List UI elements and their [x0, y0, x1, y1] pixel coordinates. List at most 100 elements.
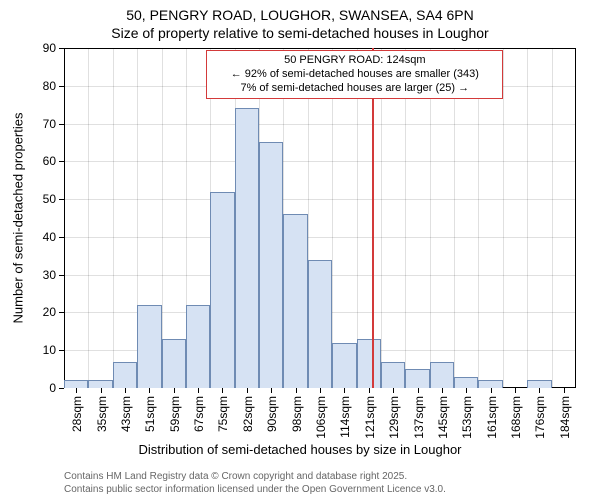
x-tick-mark: [76, 388, 77, 393]
callout-line-1: 50 PENGRY ROAD: 124sqm: [213, 53, 496, 67]
callout-line-2: ← 92% of semi-detached houses are smalle…: [213, 67, 496, 81]
attribution: Contains HM Land Registry data © Crown c…: [64, 470, 446, 496]
x-tick-label: 82sqm: [241, 396, 255, 432]
x-tick-label: 184sqm: [558, 396, 572, 439]
x-tick-label: 67sqm: [192, 396, 206, 432]
axis-border: [64, 48, 576, 49]
x-tick-mark: [418, 388, 419, 393]
x-tick-label: 176sqm: [533, 396, 547, 439]
x-tick-label: 28sqm: [70, 396, 84, 432]
x-tick-label: 114sqm: [338, 396, 352, 438]
y-tick-label: 80: [43, 79, 56, 93]
y-grid-line: [64, 161, 576, 162]
x-tick-label: 168sqm: [509, 396, 523, 439]
plot-area: 010203040506070809028sqm35sqm43sqm51sqm5…: [64, 48, 576, 388]
x-tick-mark: [442, 388, 443, 393]
y-tick-mark: [59, 312, 64, 313]
histogram-bar: [527, 380, 551, 388]
y-tick-label: 70: [43, 117, 56, 131]
histogram-bar: [405, 369, 429, 388]
x-tick-label: 161sqm: [485, 396, 499, 439]
x-grid-line: [88, 48, 89, 388]
plot-inner: 010203040506070809028sqm35sqm43sqm51sqm5…: [64, 48, 576, 388]
x-tick-label: 98sqm: [290, 396, 304, 432]
x-tick-mark: [271, 388, 272, 393]
x-grid-line: [430, 48, 431, 388]
x-tick-label: 75sqm: [216, 396, 230, 432]
callout-line-3: 7% of semi-detached houses are larger (2…: [213, 81, 496, 95]
x-tick-label: 129sqm: [387, 396, 401, 439]
x-grid-line: [503, 48, 504, 388]
histogram-bar: [332, 343, 356, 388]
y-tick-mark: [59, 161, 64, 162]
y-tick-label: 40: [43, 230, 56, 244]
x-tick-label: 90sqm: [265, 396, 279, 432]
x-tick-label: 35sqm: [95, 396, 109, 432]
chart-frame: 50, PENGRY ROAD, LOUGHOR, SWANSEA, SA4 6…: [0, 0, 600, 500]
y-tick-mark: [59, 48, 64, 49]
x-tick-mark: [222, 388, 223, 393]
y-tick-label: 0: [49, 381, 56, 395]
y-tick-label: 20: [43, 305, 56, 319]
x-tick-mark: [125, 388, 126, 393]
x-tick-mark: [369, 388, 370, 393]
y-grid-line: [64, 124, 576, 125]
histogram-bar: [283, 214, 307, 388]
x-tick-mark: [101, 388, 102, 393]
histogram-bar: [186, 305, 210, 388]
y-tick-label: 90: [43, 41, 56, 55]
chart-title: 50, PENGRY ROAD, LOUGHOR, SWANSEA, SA4 6…: [0, 6, 600, 42]
histogram-bar: [478, 380, 502, 388]
axis-border: [575, 48, 576, 388]
attribution-line-1: Contains HM Land Registry data © Crown c…: [64, 470, 446, 483]
x-tick-mark: [174, 388, 175, 393]
x-tick-label: 121sqm: [363, 396, 377, 439]
attribution-line-2: Contains public sector information licen…: [64, 483, 446, 496]
histogram-bar: [137, 305, 161, 388]
x-tick-label: 59sqm: [168, 396, 182, 432]
y-tick-label: 60: [43, 154, 56, 168]
histogram-bar: [113, 362, 137, 388]
histogram-bar: [381, 362, 405, 388]
histogram-bar: [235, 108, 259, 388]
histogram-bar: [308, 260, 332, 388]
y-tick-mark: [59, 199, 64, 200]
y-tick-label: 10: [43, 343, 56, 357]
x-tick-label: 153sqm: [460, 396, 474, 439]
histogram-bar: [357, 339, 381, 388]
axis-border: [64, 48, 65, 388]
x-grid-line: [478, 48, 479, 388]
y-tick-mark: [59, 388, 64, 389]
x-grid-line: [454, 48, 455, 388]
y-tick-mark: [59, 350, 64, 351]
x-tick-mark: [198, 388, 199, 393]
y-grid-line: [64, 237, 576, 238]
y-tick-mark: [59, 86, 64, 87]
x-tick-mark: [466, 388, 467, 393]
y-tick-label: 30: [43, 268, 56, 282]
x-tick-mark: [393, 388, 394, 393]
x-grid-line: [113, 48, 114, 388]
x-tick-mark: [539, 388, 540, 393]
x-grid-line: [552, 48, 553, 388]
y-tick-mark: [59, 124, 64, 125]
x-tick-mark: [320, 388, 321, 393]
histogram-bar: [430, 362, 454, 388]
y-tick-mark: [59, 275, 64, 276]
y-tick-mark: [59, 237, 64, 238]
x-tick-mark: [564, 388, 565, 393]
x-grid-line: [527, 48, 528, 388]
x-tick-label: 137sqm: [412, 396, 426, 439]
x-tick-mark: [491, 388, 492, 393]
x-grid-line: [405, 48, 406, 388]
x-tick-mark: [149, 388, 150, 393]
x-tick-mark: [247, 388, 248, 393]
y-tick-label: 50: [43, 192, 56, 206]
x-grid-line: [332, 48, 333, 388]
histogram-bar: [210, 192, 234, 388]
histogram-bar: [88, 380, 112, 388]
x-tick-label: 43sqm: [119, 396, 133, 432]
histogram-bar: [162, 339, 186, 388]
x-grid-line: [357, 48, 358, 388]
x-tick-mark: [344, 388, 345, 393]
